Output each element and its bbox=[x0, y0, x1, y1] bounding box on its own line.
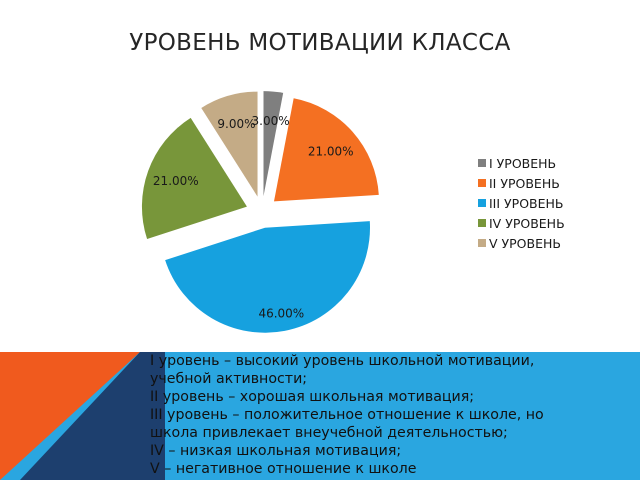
pie-data-label: 9.00% bbox=[217, 117, 255, 131]
footer-orange-triangle bbox=[0, 352, 140, 480]
legend-label: II УРОВЕНЬ bbox=[489, 176, 560, 191]
description-line: I уровень – высокий уровень школьной мот… bbox=[150, 353, 535, 369]
legend-label: III УРОВЕНЬ bbox=[489, 196, 564, 211]
pie-data-label: 46.00% bbox=[258, 306, 304, 320]
legend-swatch bbox=[478, 219, 486, 227]
pie-data-labels: 3.00% 21.00% 46.00% 21.00% 9.00% bbox=[153, 114, 354, 321]
legend-item: II УРОВЕНЬ bbox=[478, 174, 565, 194]
footer-decoration bbox=[0, 352, 640, 480]
pie-slices bbox=[141, 91, 379, 333]
pie-data-label: 21.00% bbox=[308, 144, 354, 158]
description-line: II уровень – хорошая школьная мотивация; bbox=[150, 389, 475, 405]
legend-item: III УРОВЕНЬ bbox=[478, 194, 565, 214]
legend-swatch bbox=[478, 239, 486, 247]
legend-label: I УРОВЕНЬ bbox=[489, 156, 557, 171]
legend-swatch bbox=[478, 179, 486, 187]
description-line: школа привлекает внеучебной деятельность… bbox=[150, 425, 508, 441]
description-line: III уровень – положительное отношение к … bbox=[150, 407, 544, 423]
legend-label: V УРОВЕНЬ bbox=[489, 236, 561, 251]
pie-slice bbox=[165, 221, 370, 333]
pie-slice bbox=[201, 91, 258, 197]
footer-shapes bbox=[0, 352, 640, 480]
chart-legend: I УРОВЕНЬ II УРОВЕНЬ III УРОВЕНЬ IV УРОВ… bbox=[478, 154, 565, 254]
pie-slice bbox=[263, 91, 284, 197]
pie-slice bbox=[141, 117, 247, 240]
description-line: V – негативное отношение к школе bbox=[150, 461, 417, 477]
chart-title: УРОВЕНЬ МОТИВАЦИИ КЛАССА bbox=[129, 30, 511, 56]
description-line: IV – низкая школьная мотивация; bbox=[150, 443, 402, 459]
legend-item: IV УРОВЕНЬ bbox=[478, 214, 565, 234]
footer-dark-triangle bbox=[20, 352, 165, 480]
pie-slice bbox=[274, 98, 379, 202]
pie-chart: 3.00% 21.00% 46.00% 21.00% 9.00% bbox=[141, 91, 379, 333]
legend-label: IV УРОВЕНЬ bbox=[489, 216, 565, 231]
legend-swatch bbox=[478, 199, 486, 207]
legend-item: I УРОВЕНЬ bbox=[478, 154, 565, 174]
level-descriptions: I уровень – высокий уровень школьной мот… bbox=[150, 352, 630, 478]
pie-data-label: 21.00% bbox=[153, 174, 199, 188]
legend-item: V УРОВЕНЬ bbox=[478, 234, 565, 254]
pie-data-label: 3.00% bbox=[252, 114, 290, 128]
legend-swatch bbox=[478, 159, 486, 167]
description-line: учебной активности; bbox=[150, 371, 308, 387]
